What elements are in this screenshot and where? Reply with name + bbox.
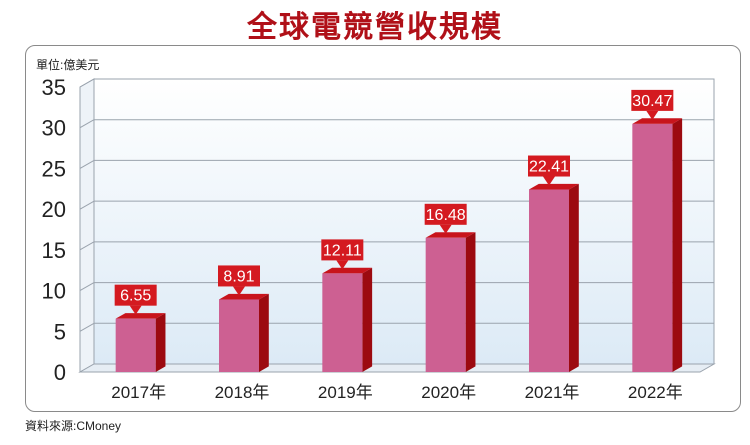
gridline-side xyxy=(79,200,95,210)
y-tick-label: 20 xyxy=(42,197,66,222)
data-label: 8.91 xyxy=(223,268,254,285)
data-label-box xyxy=(631,89,674,111)
data-label-pointer xyxy=(543,176,555,186)
data-label-pointer xyxy=(646,110,659,120)
data-label: 16.48 xyxy=(426,207,466,224)
gridline-side xyxy=(79,159,95,169)
bar xyxy=(219,299,259,372)
data-label-box xyxy=(424,203,467,225)
bar-top xyxy=(632,118,683,124)
plot-area xyxy=(78,78,716,373)
data-label-box xyxy=(321,239,364,261)
bar-top xyxy=(529,183,579,190)
bar-side xyxy=(155,313,166,372)
plot-back-wall xyxy=(93,78,715,365)
plot-floor xyxy=(78,363,716,373)
gridline-side xyxy=(79,322,95,332)
data-label: 12.11 xyxy=(323,242,362,259)
y-tick-label: 25 xyxy=(42,156,66,181)
data-label-pointer xyxy=(129,305,142,315)
data-label-box xyxy=(114,284,157,306)
bar-side xyxy=(672,118,683,372)
gridline-side xyxy=(79,241,95,251)
data-label-pointer xyxy=(233,286,245,296)
bar-side xyxy=(259,293,269,372)
bar xyxy=(632,123,673,372)
unit-label: 單位:億美元 xyxy=(36,58,100,72)
x-tick-label: 2020年 xyxy=(421,383,476,402)
bar-side xyxy=(465,232,476,372)
bar-top xyxy=(219,293,269,300)
data-label: 30.47 xyxy=(632,93,672,110)
gridline-side xyxy=(79,282,95,292)
bars-group: 6.55 8.91 12.11 16.48 22.41 30.47 xyxy=(114,89,683,372)
gridline-side xyxy=(79,119,95,129)
bar xyxy=(322,273,363,372)
gridline-side xyxy=(79,78,95,88)
x-tick-label: 2017年 xyxy=(111,383,166,402)
bar-top xyxy=(425,232,476,238)
bar xyxy=(115,318,156,372)
x-axis: 2017年 2018年 2019年 2020年 2021年 2022年 xyxy=(111,383,682,402)
data-label: 22.41 xyxy=(529,159,569,176)
bar-top xyxy=(115,313,166,319)
y-axis: 0 5 10 15 20 25 30 35 xyxy=(42,75,66,385)
data-label-pointer xyxy=(336,260,349,270)
data-label-pointer xyxy=(439,224,452,234)
bar xyxy=(425,237,466,372)
bar-side xyxy=(569,183,579,372)
y-tick-label: 0 xyxy=(54,360,66,385)
y-tick-label: 35 xyxy=(42,75,66,100)
y-tick-label: 10 xyxy=(42,279,66,304)
y-tick-label: 15 xyxy=(42,238,66,263)
source-note: 資料來源:CMoney xyxy=(25,419,122,433)
x-tick-label: 2019年 xyxy=(318,383,373,402)
data-label-box xyxy=(528,155,570,177)
y-tick-label: 5 xyxy=(54,319,66,344)
x-tick-label: 2018年 xyxy=(215,383,270,402)
x-tick-label: 2022年 xyxy=(628,383,683,402)
bar-top xyxy=(322,267,373,274)
bar xyxy=(529,189,569,372)
bar-side xyxy=(362,267,373,372)
plot-side-wall xyxy=(79,78,95,373)
y-tick-label: 30 xyxy=(42,116,66,141)
data-label: 6.55 xyxy=(120,288,151,305)
chart-title: 全球電競營收規模 xyxy=(247,10,503,45)
data-label-box xyxy=(218,265,260,287)
x-tick-label: 2021年 xyxy=(525,383,580,402)
